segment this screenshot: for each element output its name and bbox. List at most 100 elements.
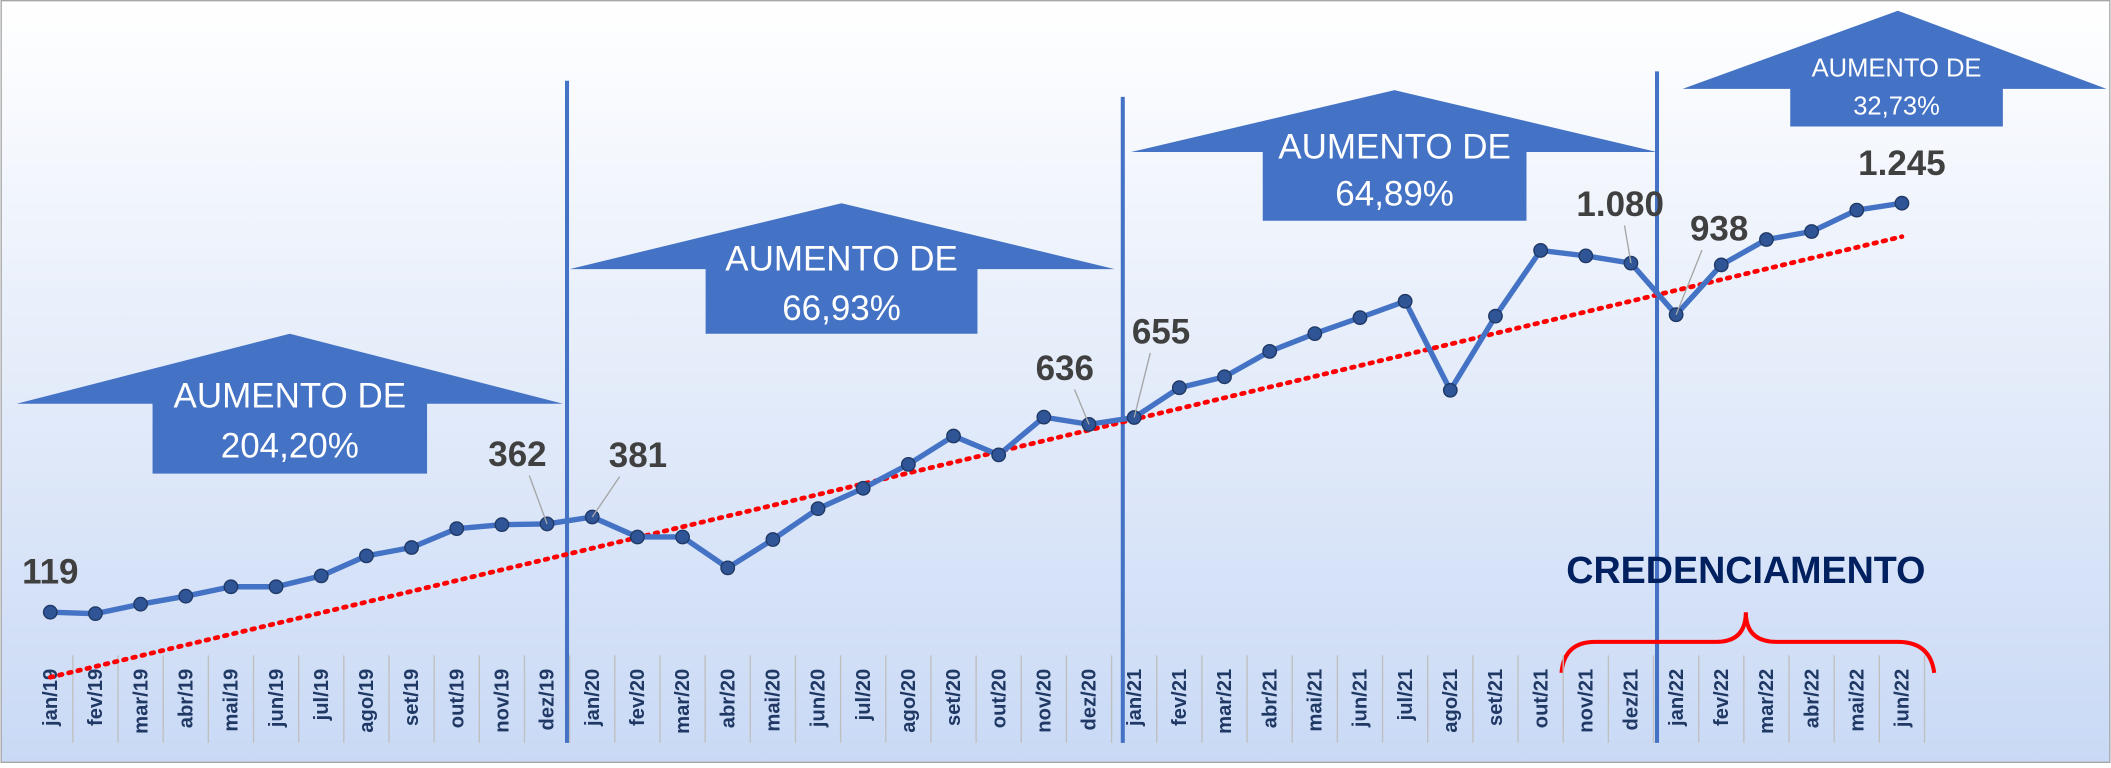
marker bbox=[1442, 382, 1458, 398]
data-label: 1.080 bbox=[1576, 185, 1664, 224]
marker bbox=[223, 579, 239, 595]
marker bbox=[765, 532, 781, 547]
x-tick-label: abr/20 bbox=[717, 669, 739, 728]
x-tick-label: nov/20 bbox=[1034, 669, 1056, 733]
annotation: 64,89% bbox=[1335, 175, 1454, 214]
marker bbox=[1307, 326, 1323, 341]
leader-line bbox=[1675, 249, 1703, 315]
leader-line bbox=[1073, 389, 1090, 425]
annotation: AUMENTO DE bbox=[1812, 55, 1982, 83]
marker bbox=[1171, 380, 1187, 396]
x-tick-label: fev/19 bbox=[85, 669, 107, 726]
x-tick-label: jan/19 bbox=[40, 669, 62, 727]
x-tick-label: out/21 bbox=[1530, 669, 1552, 728]
x-tick-label: out/20 bbox=[988, 669, 1010, 728]
leader-line bbox=[1133, 352, 1151, 418]
data-label: 1.245 bbox=[1858, 144, 1946, 183]
x-tick-label: set/20 bbox=[943, 669, 965, 726]
marker bbox=[1804, 224, 1820, 239]
leader-line bbox=[528, 475, 548, 525]
annotation: AUMENTO DE bbox=[1278, 128, 1511, 167]
arrow bbox=[569, 203, 1115, 334]
x-tick-label: abr/21 bbox=[1259, 669, 1281, 728]
x-tick-label: jun/19 bbox=[266, 669, 288, 728]
x-tick-label: mar/19 bbox=[130, 669, 152, 734]
x-tick-label: mai/21 bbox=[1304, 669, 1326, 732]
marker bbox=[1713, 257, 1729, 273]
bracket-label: CREDENCIAMENTO bbox=[1566, 549, 1925, 591]
x-tick-label: dez/21 bbox=[1621, 669, 1643, 731]
arrow-texts: AUMENTO DE 204,20% AUMENTO DE 66,93% AUM… bbox=[174, 55, 1982, 466]
x-tick-label: jul/19 bbox=[311, 669, 333, 722]
arrow bbox=[16, 333, 563, 474]
marker bbox=[88, 606, 103, 622]
marker bbox=[313, 568, 329, 584]
line bbox=[50, 200, 1903, 617]
x-tick-label: dez/20 bbox=[1079, 669, 1101, 731]
data-label: 938 bbox=[1690, 210, 1748, 249]
marker bbox=[1217, 369, 1232, 385]
data-label: 655 bbox=[1132, 312, 1190, 351]
arrow bbox=[1130, 90, 1658, 221]
arrow bbox=[1682, 10, 2107, 127]
x-tick-label: ago/19 bbox=[356, 669, 378, 733]
x-tick-label: ago/20 bbox=[898, 669, 920, 733]
marker bbox=[991, 447, 1007, 463]
marker bbox=[1578, 248, 1594, 264]
data-label: 362 bbox=[488, 435, 546, 474]
x-tick-label: abr/22 bbox=[1801, 669, 1823, 728]
x-tick-label: nov/19 bbox=[492, 669, 514, 733]
marker bbox=[1894, 195, 1910, 211]
x-tick-label: jun/21 bbox=[1350, 669, 1372, 728]
x-tick-label: set/19 bbox=[401, 669, 423, 726]
annotation: 66,93% bbox=[782, 289, 901, 328]
marker bbox=[855, 480, 871, 496]
marker bbox=[178, 588, 194, 604]
marker bbox=[1623, 255, 1639, 271]
data-label: 119 bbox=[22, 553, 78, 592]
x-tick-label: mar/20 bbox=[672, 669, 694, 734]
annotation: AUMENTO DE bbox=[174, 377, 407, 416]
x-tick-label: out/19 bbox=[446, 669, 468, 728]
leader-line bbox=[1623, 225, 1632, 264]
marker bbox=[133, 596, 149, 612]
x-tick-label: jul/20 bbox=[853, 669, 875, 722]
marker bbox=[946, 428, 961, 444]
marker bbox=[900, 456, 916, 472]
marker bbox=[1759, 232, 1774, 247]
x-tick-label: jan/22 bbox=[1666, 669, 1688, 727]
data-label: 381 bbox=[609, 436, 667, 475]
marker bbox=[1488, 308, 1503, 324]
x-tick-label: set/21 bbox=[1485, 669, 1507, 726]
x-tick-label: fev/22 bbox=[1711, 669, 1733, 726]
marker bbox=[42, 604, 58, 620]
arrows bbox=[16, 10, 2107, 474]
x-tick-label: nov/21 bbox=[1575, 669, 1597, 733]
marker bbox=[449, 521, 465, 537]
leader-line bbox=[591, 476, 621, 518]
marker bbox=[675, 529, 690, 545]
x-tick-label: jun/22 bbox=[1892, 669, 1914, 728]
x-tick-label: dez/19 bbox=[537, 669, 559, 731]
marker bbox=[1262, 343, 1278, 359]
x-tick-label: mar/22 bbox=[1756, 669, 1778, 734]
x-tick-label: mai/19 bbox=[221, 669, 243, 732]
x-tick-label: ago/21 bbox=[1440, 669, 1462, 733]
annotation: 32,73% bbox=[1853, 92, 1940, 120]
marker bbox=[810, 501, 826, 517]
x-tick-label: jun/20 bbox=[808, 669, 830, 728]
x-tick-label: jan/21 bbox=[1124, 669, 1146, 727]
data-label: 636 bbox=[1036, 349, 1094, 388]
annotation: 204,20% bbox=[221, 426, 359, 465]
x-tick-label: mai/20 bbox=[763, 669, 785, 732]
x-tick-label: mar/21 bbox=[1214, 669, 1236, 734]
marker bbox=[404, 540, 419, 555]
marker bbox=[1533, 243, 1549, 258]
x-tick-label: jan/20 bbox=[582, 669, 604, 727]
x-tick-label: abr/19 bbox=[175, 669, 197, 728]
marker bbox=[1397, 293, 1413, 309]
x-tick-label: jul/21 bbox=[1395, 669, 1417, 722]
marker bbox=[494, 517, 510, 533]
marker bbox=[720, 560, 736, 576]
